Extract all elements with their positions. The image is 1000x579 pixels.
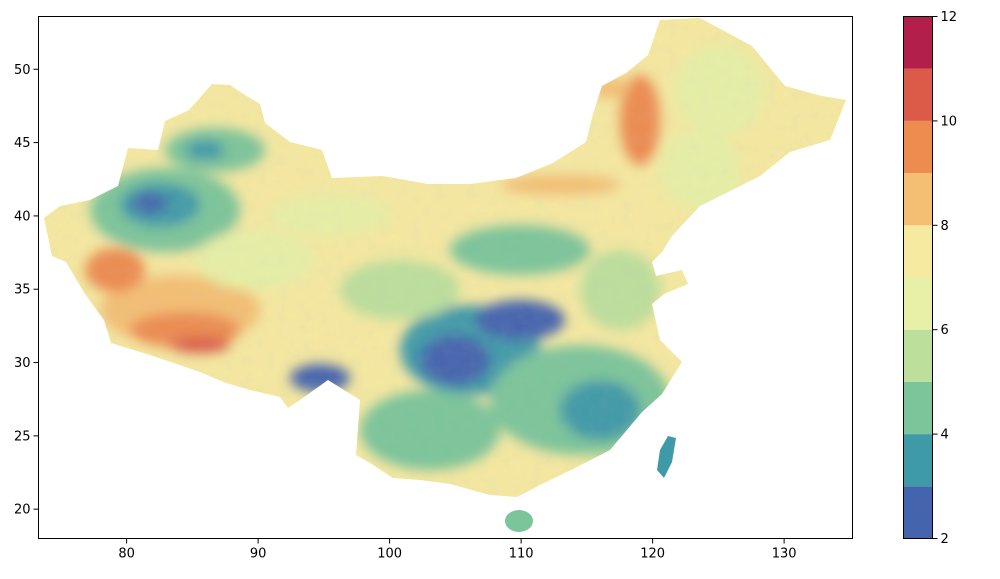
- colorbar-bin: [903, 225, 933, 278]
- colorbar-bin: [903, 68, 933, 121]
- colorbar-tick-label: 8: [941, 219, 949, 234]
- colorbar-tick-label: 10: [941, 114, 958, 129]
- y-tick-label: 50: [14, 63, 31, 78]
- hainan-island: [505, 510, 533, 532]
- colorbar-bin: [903, 434, 933, 487]
- colorbar-bin: [903, 173, 933, 226]
- colorbar-bin: [903, 120, 933, 174]
- map-axes-frame: [38, 16, 853, 539]
- colorbar-bin: [903, 277, 933, 330]
- colorbar-bin: [903, 486, 933, 539]
- china-landmass: [44, 18, 846, 497]
- y-axis: 20 25 30 35 40 45 50: [14, 63, 39, 518]
- y-tick-label: 45: [14, 136, 31, 151]
- x-tick-label: 130: [772, 547, 797, 562]
- colorbar-tick-label: 12: [941, 10, 958, 25]
- colorbar-tick-label: 6: [941, 323, 949, 338]
- y-tick-label: 40: [14, 209, 31, 224]
- x-tick-label: 110: [509, 547, 534, 562]
- y-tick-label: 25: [14, 429, 31, 444]
- colorbar-tick-label: 4: [941, 428, 949, 443]
- colorbar-bin: [903, 381, 933, 435]
- x-tick-label: 120: [640, 547, 665, 562]
- colorbar: 2 4 6 8 10 12: [903, 10, 958, 547]
- colorbar-frame: [903, 16, 933, 539]
- colorbar-bin: [903, 16, 933, 69]
- x-tick-label: 100: [377, 547, 402, 562]
- y-tick-label: 20: [14, 503, 31, 518]
- colorbar-bin: [903, 329, 933, 382]
- taiwan-island: [657, 436, 676, 478]
- y-tick-label: 30: [14, 356, 31, 371]
- x-axis: 80 90 100 110 120 130: [118, 538, 797, 562]
- x-tick-label: 80: [118, 547, 135, 562]
- x-tick-label: 90: [250, 547, 267, 562]
- y-tick-label: 35: [14, 283, 31, 298]
- map-plot-area: 80 90 100 110 120 130 20 25 30 35 40 45 50: [14, 16, 853, 562]
- colorbar-tick-label: 2: [941, 532, 949, 547]
